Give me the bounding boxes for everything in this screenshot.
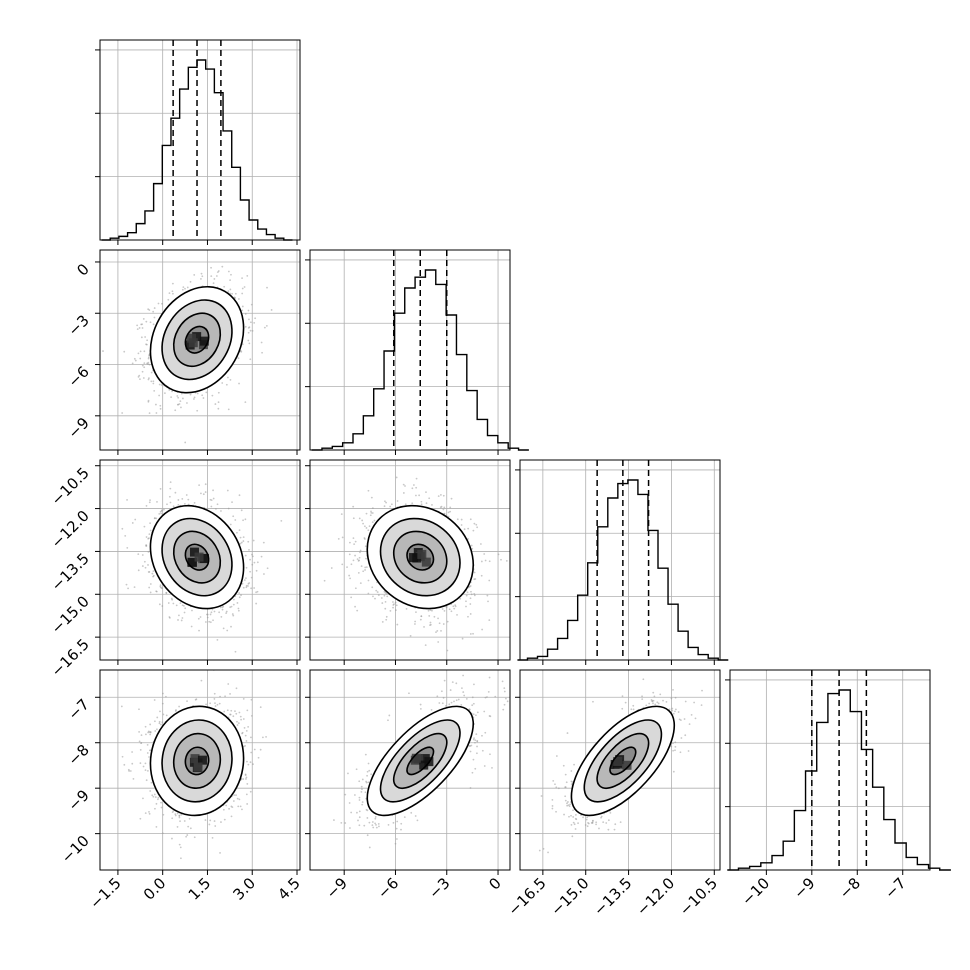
panel-frame — [99, 39, 301, 241]
panel-frame — [729, 669, 931, 871]
panel-frame — [99, 459, 301, 661]
x-tick-label: −16.5 — [504, 874, 549, 919]
panel-frame — [519, 459, 721, 661]
density-panel-4-2: −9 −6 −3 0 — [305, 669, 511, 902]
x-tick-label: −1.5 — [86, 874, 124, 912]
x-tick-label: 0 — [485, 874, 504, 893]
contour-line — [184, 543, 210, 571]
x-tick-label: 1.5 — [185, 874, 215, 904]
x-tick-label: −8 — [836, 874, 864, 902]
panel-frame — [309, 669, 511, 871]
contour-line — [379, 517, 461, 597]
contour-line — [366, 705, 475, 817]
contour-line — [366, 504, 475, 610]
contour-line — [161, 517, 233, 597]
y-tick-label: −16.5 — [48, 635, 93, 680]
density-panel-3-2 — [305, 459, 511, 665]
histogram-panel-3 — [515, 459, 729, 665]
contour-line — [406, 746, 435, 776]
contour-line — [172, 732, 222, 789]
y-tick-label: −10 — [58, 832, 93, 867]
x-tick-label: −7 — [881, 874, 909, 902]
x-tick-label: 3.0 — [229, 874, 259, 904]
contour-line — [406, 543, 435, 571]
x-tick-label: −12.0 — [633, 874, 678, 919]
y-tick-label: −13.5 — [48, 550, 93, 595]
density-panel-4-3: −16.5−15.0−13.5−12.0−10.5 — [504, 669, 721, 919]
density-panel-3-1: −16.5−15.0−13.5−12.0−10.5 — [48, 459, 301, 680]
y-tick-label: −6 — [64, 363, 92, 391]
y-tick-label: 0 — [73, 260, 92, 279]
density-core — [187, 547, 209, 567]
histogram-panel-2 — [305, 249, 529, 455]
contour-line — [161, 299, 233, 381]
contour-line — [149, 285, 245, 394]
contour-line — [184, 325, 210, 354]
contour-line — [149, 504, 245, 610]
y-tick-label: −8 — [64, 741, 92, 769]
density-core — [185, 332, 209, 350]
x-tick-label: 0.0 — [140, 874, 170, 904]
histogram-panel-4: −10 −9 −8 −7 — [725, 669, 951, 909]
density-core — [409, 548, 431, 567]
density-core — [610, 755, 632, 770]
y-tick-label: −12.0 — [48, 507, 93, 552]
y-tick-label: −3 — [64, 311, 92, 339]
y-tick-label: −7 — [64, 695, 92, 723]
x-tick-label: −10 — [738, 874, 773, 909]
y-tick-label: −10.5 — [48, 464, 93, 509]
panel-frame — [309, 249, 511, 451]
panel-frame — [99, 249, 301, 451]
panel-frame — [99, 669, 301, 871]
contour-line — [570, 705, 676, 817]
x-tick-label: −9 — [790, 874, 818, 902]
x-tick-label: −6 — [374, 874, 402, 902]
x-tick-label: −3 — [425, 874, 453, 902]
contour-line — [161, 719, 233, 803]
panel-frame — [309, 459, 511, 661]
density-panel-4-1: −1.5 0.0 1.5 3.0 4.5 −10 −9 −8 −7 — [58, 669, 304, 913]
contour-line — [172, 530, 222, 584]
x-tick-label: −13.5 — [590, 874, 635, 919]
histogram-step — [311, 269, 529, 451]
density-panel-2-1: −9 −6 −3 0 — [64, 249, 301, 455]
contour-line — [149, 705, 245, 817]
x-tick-label: −10.5 — [676, 874, 721, 919]
x-tick-label: 4.5 — [274, 874, 304, 904]
contour-line — [583, 719, 663, 803]
contour-line — [379, 719, 461, 803]
y-tick-label: −9 — [64, 786, 92, 814]
histogram-panel-1 — [95, 39, 301, 245]
contour-line — [172, 312, 222, 368]
y-tick-label: −15.0 — [48, 592, 93, 637]
contour-line — [609, 746, 637, 776]
contour-line — [392, 530, 448, 584]
contour-line — [596, 732, 650, 789]
x-tick-label: −15.0 — [547, 874, 592, 919]
y-tick-label: −9 — [64, 414, 92, 442]
contour-line — [392, 732, 448, 789]
x-tick-label: −9 — [323, 874, 351, 902]
density-core — [189, 754, 207, 773]
contour-line — [184, 746, 210, 776]
panel-frame — [519, 669, 721, 871]
